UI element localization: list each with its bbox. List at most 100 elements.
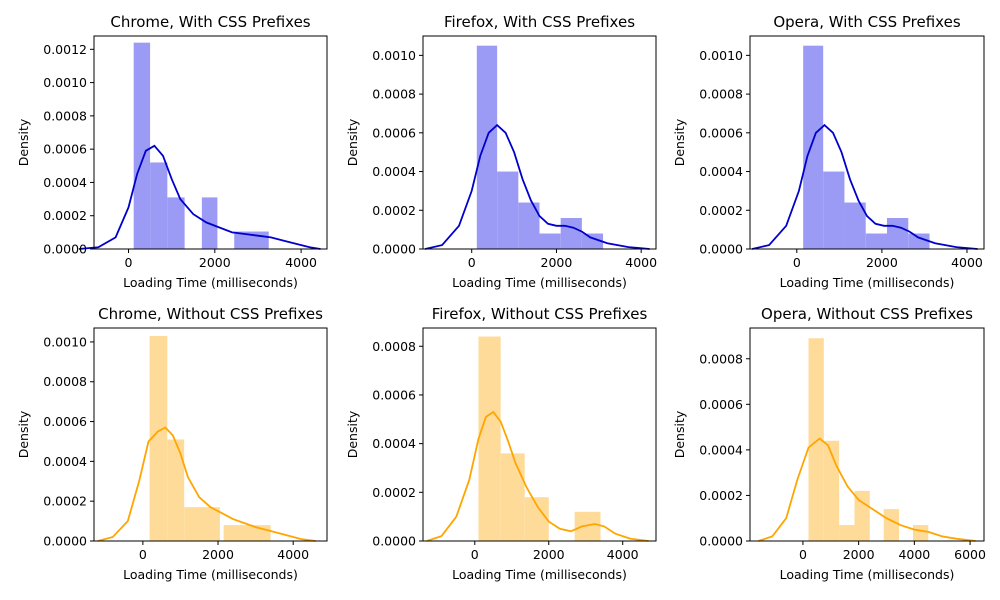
y-tick-label: 0.0010 xyxy=(699,48,743,63)
histogram-bar xyxy=(497,171,519,249)
x-tick-label: 2000 xyxy=(866,255,898,270)
subplot-2: 0 2000 4000 0.0000 0.0002 0.0004 0.0006 0.0008 0… xyxy=(672,13,985,290)
kde-line xyxy=(751,123,978,250)
y-tick-label: 0.0004 xyxy=(699,442,743,457)
x-axis-label: Loading Time (milliseconds) xyxy=(452,275,627,290)
y-tick-label: 0.0002 xyxy=(699,203,743,218)
y-tick-label: 0.0008 xyxy=(372,87,416,102)
histogram-bar xyxy=(839,525,855,541)
histogram-bar xyxy=(518,202,540,249)
kde-line xyxy=(78,144,321,250)
y-tick-label: 0.0006 xyxy=(43,142,87,157)
x-axis-label: Loading Time (milliseconds) xyxy=(452,567,627,582)
y-tick-label: 0.0002 xyxy=(372,203,416,218)
histogram-bar xyxy=(150,162,168,249)
histogram-bar xyxy=(223,525,271,541)
y-tick-label: 0.0010 xyxy=(43,334,87,349)
histogram-bar xyxy=(865,233,887,249)
y-tick-label: 0.0000 xyxy=(699,534,743,549)
x-tick-label: 4000 xyxy=(285,255,317,270)
histogram-bar xyxy=(803,45,824,249)
x-tick-label: 2000 xyxy=(533,547,565,562)
axes-frame xyxy=(749,35,985,250)
x-tick-label: 6000 xyxy=(954,547,986,562)
histogram-bar xyxy=(539,233,561,249)
histogram-bar xyxy=(912,525,929,541)
histogram-bar xyxy=(823,171,845,249)
y-tick-label: 0.0000 xyxy=(43,242,87,257)
subplot-title: Chrome, Without CSS Prefixes xyxy=(98,305,323,323)
y-tick-label: 0.0002 xyxy=(699,488,743,503)
y-axis-label: Density xyxy=(672,118,687,166)
y-tick-label: 0.0008 xyxy=(372,339,416,354)
histogram-bar xyxy=(167,439,185,541)
axes-frame xyxy=(93,35,328,250)
x-tick-label: 2000 xyxy=(541,255,573,270)
y-tick-label: 0.0004 xyxy=(699,164,743,179)
x-tick-label: 0 xyxy=(125,255,133,270)
histogram-bar xyxy=(184,507,220,541)
y-tick-label: 0.0012 xyxy=(43,42,87,57)
x-tick-label: 2000 xyxy=(202,547,234,562)
axes-frame xyxy=(422,35,657,250)
y-axis-label: Density xyxy=(345,410,360,458)
histogram-bar xyxy=(167,197,185,249)
y-tick-label: 0.0004 xyxy=(372,436,416,451)
axes-frame xyxy=(749,327,985,542)
x-tick-label: 0 xyxy=(799,547,807,562)
subplot-title: Opera, With CSS Prefixes xyxy=(773,13,961,31)
y-tick-label: 0.0010 xyxy=(43,75,87,90)
x-tick-label: 2000 xyxy=(843,547,875,562)
histogram-bar xyxy=(844,202,866,249)
y-tick-label: 0.0006 xyxy=(43,414,87,429)
subplot-title: Opera, Without CSS Prefixes xyxy=(761,305,973,323)
kde-line xyxy=(424,123,650,250)
histogram-bar xyxy=(133,42,151,249)
subplot-5: 0 2000 4000 6000 0.0000 0.0002 0.0004 0.0006 0.0… xyxy=(672,305,986,582)
y-tick-label: 0.0002 xyxy=(372,485,416,500)
histogram-bar xyxy=(476,45,498,249)
x-axis-label: Loading Time (milliseconds) xyxy=(780,567,955,582)
histogram-bar xyxy=(908,233,930,249)
y-axis-label: Density xyxy=(345,118,360,166)
axes-frame xyxy=(422,327,657,542)
y-tick-label: 0.0004 xyxy=(43,175,87,190)
subplot-0: 0 2000 4000 0.0000 0.0002 0.0004 0.0006 0.0008 0… xyxy=(16,13,328,290)
histogram-bar xyxy=(808,338,824,541)
x-axis-label: Loading Time (milliseconds) xyxy=(123,567,298,582)
y-tick-label: 0.0010 xyxy=(372,48,416,63)
y-axis-label: Density xyxy=(672,410,687,458)
kde-line xyxy=(426,410,649,542)
histogram-bar xyxy=(886,218,909,249)
histogram-bar xyxy=(560,218,582,249)
histogram-bar xyxy=(854,490,870,541)
x-tick-label: 0 xyxy=(468,255,476,270)
x-tick-label: 2000 xyxy=(199,255,231,270)
subplot-title: Firefox, With CSS Prefixes xyxy=(444,13,635,31)
histogram-bar xyxy=(823,440,840,541)
y-axis-label: Density xyxy=(16,410,31,458)
x-tick-label: 4000 xyxy=(607,547,639,562)
y-tick-label: 0.0008 xyxy=(699,87,743,102)
y-axis-label: Density xyxy=(16,118,31,166)
histogram-bar xyxy=(883,509,900,541)
x-tick-label: 4000 xyxy=(277,547,309,562)
y-tick-label: 0.0004 xyxy=(372,164,416,179)
subplot-3: 0 2000 4000 0.0000 0.0002 0.0004 0.0006 0.0008 0… xyxy=(16,305,328,582)
kde-line xyxy=(758,437,976,542)
y-tick-label: 0.0002 xyxy=(43,208,87,223)
kde-line xyxy=(97,426,316,542)
histogram-bar xyxy=(478,336,501,541)
y-tick-label: 0.0004 xyxy=(43,454,87,469)
subplot-1: 0 2000 4000 0.0000 0.0002 0.0004 0.0006 0.0008 0… xyxy=(345,13,657,290)
x-axis-label: Loading Time (milliseconds) xyxy=(123,275,298,290)
subplot-4: 0 2000 4000 0.0000 0.0002 0.0004 0.0006 0.0008 F… xyxy=(345,305,657,582)
x-tick-label: 0 xyxy=(139,547,147,562)
axes-frame xyxy=(93,327,328,542)
x-axis-label: Loading Time (milliseconds) xyxy=(780,275,955,290)
histogram-bar xyxy=(581,233,604,249)
x-tick-label: 0 xyxy=(793,255,801,270)
y-tick-label: 0.0000 xyxy=(699,242,743,257)
y-tick-label: 0.0002 xyxy=(43,494,87,509)
